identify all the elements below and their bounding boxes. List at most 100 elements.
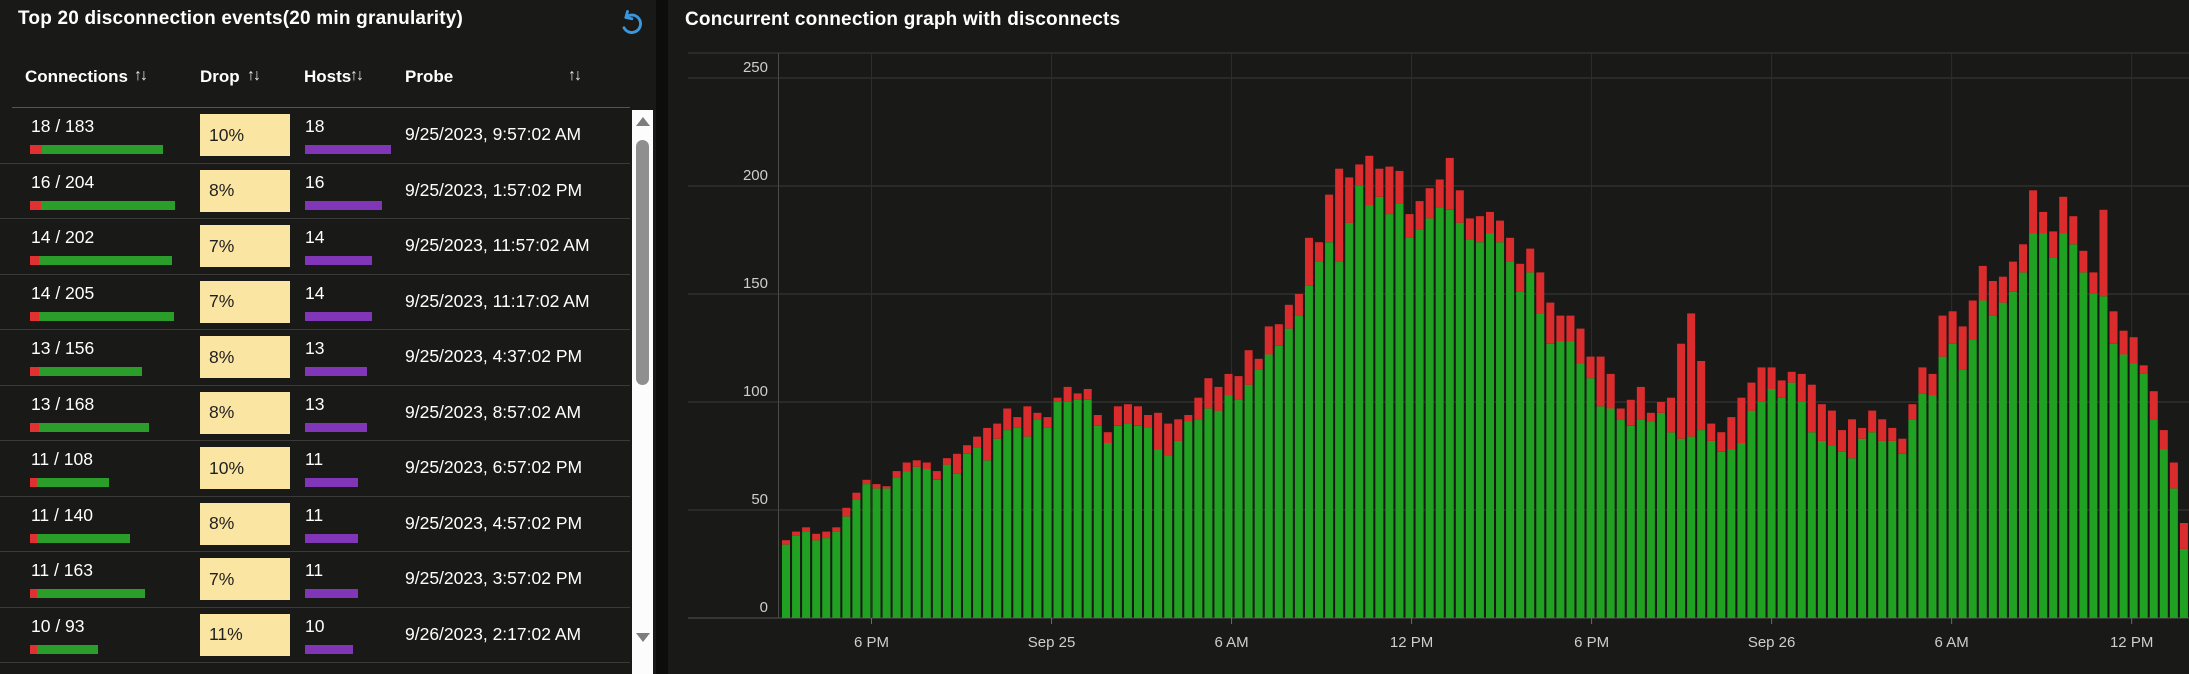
- bar-disconnects: [1214, 386, 1223, 411]
- bar-connections: [1556, 341, 1565, 618]
- table-row[interactable]: 14 / 205 7% 14 9/25/2023, 11:17:02 AM: [0, 275, 630, 330]
- hosts-bar: [305, 533, 358, 543]
- bar-disconnects: [1475, 216, 1484, 243]
- table-row[interactable]: 10 / 93 11% 10 9/26/2023, 2:17:02 AM: [0, 608, 630, 663]
- hosts-bar: [305, 256, 373, 265]
- panel-title: Top 20 disconnection events(20 min granu…: [18, 8, 464, 29]
- hosts-value: 11: [305, 449, 324, 469]
- bar-connections: [1566, 341, 1575, 618]
- table-row[interactable]: 16 / 204 8% 16 9/25/2023, 1:57:02 PM: [0, 164, 630, 219]
- bar-connections: [872, 488, 881, 618]
- scroll-down-icon[interactable]: [636, 633, 650, 642]
- bar-disconnects: [1103, 432, 1112, 443]
- bar-disconnects: [1606, 373, 1615, 409]
- connections-value: 13 / 168: [31, 393, 95, 414]
- drop-percent-cell: 11%: [200, 613, 290, 656]
- connections-bar: [30, 311, 175, 321]
- scroll-up-icon[interactable]: [636, 117, 650, 126]
- drop-percent-cell: 8%: [200, 502, 290, 545]
- bar-disconnects: [1083, 389, 1092, 400]
- bar-connections: [1315, 261, 1324, 618]
- bar-disconnects: [1978, 265, 1987, 301]
- bar-disconnects: [882, 486, 891, 489]
- bar-connections: [1898, 453, 1907, 618]
- bar-connections: [2069, 244, 2078, 619]
- bar-disconnects: [1304, 237, 1313, 286]
- bar-disconnects: [1264, 326, 1273, 355]
- x-axis-label: 6 PM: [854, 634, 889, 651]
- bar-disconnects: [2029, 190, 2038, 234]
- sort-icon-probe[interactable]: ↑↓: [568, 67, 582, 84]
- bar-connections: [1325, 242, 1334, 618]
- table-row[interactable]: 13 / 156 8% 13 9/25/2023, 4:37:02 PM: [0, 330, 630, 386]
- bar-connections: [1646, 421, 1655, 618]
- bar-disconnects: [1445, 157, 1454, 210]
- hosts-value: 13: [305, 393, 325, 414]
- table-row[interactable]: 18 / 183 10% 18 9/25/2023, 9:57:02 AM: [0, 108, 630, 164]
- connected-bar-segment: [37, 478, 109, 487]
- bar-connections: [1616, 419, 1625, 618]
- bar-connections: [882, 488, 891, 618]
- bar-connections: [1878, 440, 1887, 618]
- hosts-value: 10: [305, 615, 325, 636]
- bar-disconnects: [1677, 343, 1686, 439]
- bar-disconnects: [1294, 294, 1303, 316]
- bar-disconnects: [1837, 430, 1846, 452]
- bar-connections: [2099, 296, 2108, 618]
- bar-connections: [1113, 425, 1122, 618]
- column-header-connections[interactable]: Connections: [25, 67, 128, 86]
- hosts-bar: [305, 478, 358, 487]
- bar-connections: [1254, 369, 1263, 618]
- disconnect-bar-segment: [30, 200, 41, 210]
- drop-percent-cell: 7%: [200, 280, 290, 323]
- bar-disconnects: [1395, 170, 1404, 204]
- table-scrollbar[interactable]: [632, 110, 653, 674]
- bar-connections: [1576, 363, 1585, 618]
- bar-connections: [2149, 419, 2158, 618]
- bar-disconnects: [1536, 272, 1545, 314]
- column-header-probe[interactable]: Probe: [405, 67, 454, 86]
- bar-disconnects: [2129, 337, 2138, 364]
- bar-disconnects: [1355, 164, 1364, 186]
- bar-connections: [1033, 419, 1042, 618]
- bar-connections: [1485, 233, 1494, 618]
- connection-graph-panel: Concurrent connection graph with disconn…: [668, 0, 2189, 674]
- drop-percent-cell: 8%: [200, 391, 290, 434]
- sort-icon-drop[interactable]: ↑↓: [247, 67, 261, 84]
- bar-connections: [1184, 421, 1193, 618]
- bar-connections: [2059, 233, 2068, 618]
- bar-connections: [1958, 369, 1967, 618]
- bar-disconnects: [1757, 367, 1766, 402]
- hosts-value: 13: [305, 338, 325, 358]
- bar-disconnects: [802, 527, 811, 532]
- bar-disconnects: [1144, 415, 1153, 428]
- bar-connections: [1536, 313, 1545, 618]
- bar-disconnects: [942, 458, 951, 465]
- bar-connections: [2119, 354, 2128, 618]
- column-header-hosts[interactable]: Hosts: [304, 67, 352, 86]
- disconnect-bar-segment: [30, 256, 40, 265]
- bar-connections: [2129, 363, 2138, 618]
- bar-connections: [1345, 222, 1354, 618]
- sort-icon-hosts[interactable]: ↑↓: [350, 67, 364, 84]
- undo-refresh-button[interactable]: [616, 8, 646, 38]
- sort-icon-connections[interactable]: ↑↓: [134, 67, 148, 84]
- panel-divider: [656, 0, 668, 674]
- bar-disconnects: [782, 540, 790, 545]
- bar-disconnects: [1053, 397, 1062, 402]
- column-header-drop[interactable]: Drop: [200, 67, 240, 86]
- bar-disconnects: [993, 423, 1002, 439]
- bar-connections: [1395, 203, 1404, 619]
- table-row[interactable]: 11 / 140 8% 11 9/25/2023, 4:57:02 PM: [0, 497, 630, 552]
- bar-disconnects: [1858, 427, 1867, 439]
- table-row[interactable]: 11 / 108 10% 11 9/25/2023, 6:57:02 PM: [0, 441, 630, 497]
- bar-connections: [1908, 419, 1917, 618]
- probe-timestamp: 9/25/2023, 6:57:02 PM: [405, 457, 583, 477]
- table-row[interactable]: 13 / 168 8% 13 9/25/2023, 8:57:02 AM: [0, 386, 630, 441]
- table-row[interactable]: 11 / 163 7% 11 9/25/2023, 3:57:02 PM: [0, 552, 630, 608]
- bar-connections: [1807, 432, 1816, 618]
- bar-disconnects: [1848, 419, 1857, 459]
- scrollbar-thumb[interactable]: [636, 140, 649, 385]
- table-row[interactable]: 14 / 202 7% 14 9/25/2023, 11:57:02 AM: [0, 219, 630, 275]
- bar-connections: [1606, 408, 1615, 618]
